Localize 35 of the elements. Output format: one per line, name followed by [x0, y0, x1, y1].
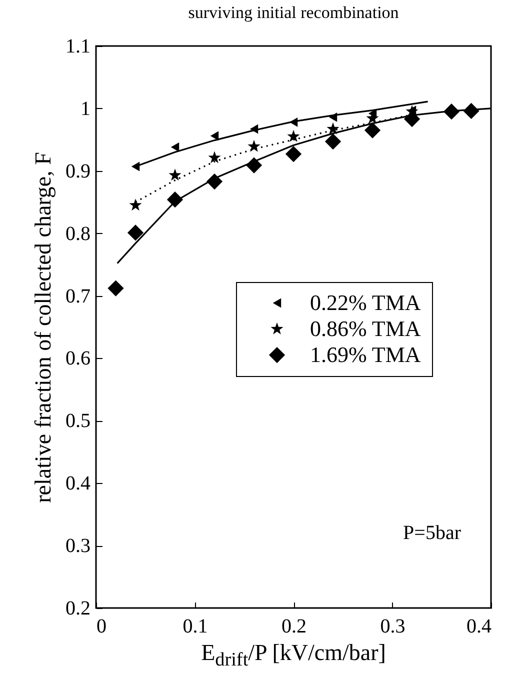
- point: [108, 280, 124, 296]
- point: [208, 151, 221, 164]
- y-tick-label: 0.3: [66, 535, 90, 558]
- y-tick-label: 0.2: [66, 598, 90, 620]
- y-tick-label: 1.1: [66, 36, 90, 58]
- y-tick-label: 0.8: [66, 222, 90, 245]
- y-tick-label: 1: [80, 98, 90, 120]
- point: [206, 173, 223, 190]
- y-tick-label: 0.6: [66, 348, 90, 370]
- point: [127, 224, 144, 241]
- point: [285, 146, 302, 162]
- y-tick-label: 0.7: [66, 285, 90, 308]
- x-axis-title: E$_{drift}$/P [kV/cm/bar]: [200, 640, 387, 672]
- chart-title: surviving initial recombination: [188, 3, 400, 22]
- point: [210, 131, 219, 141]
- point: [168, 168, 182, 181]
- point: [129, 198, 142, 211]
- x-tick-label: 0.1: [182, 616, 208, 638]
- x-tick-label: 0.2: [282, 616, 306, 638]
- legend-label: 0.22% TMA: [310, 290, 421, 316]
- y-axis-title: relative fraction of collected charge, F: [30, 152, 56, 503]
- x-tick-label: 0.3: [380, 616, 406, 638]
- legend-label: 1.69% TMA: [310, 342, 421, 368]
- y-tick-label: 0.9: [66, 160, 90, 182]
- point: [364, 122, 381, 138]
- legend-label: 0.86% TMA: [310, 316, 421, 342]
- point: [170, 142, 180, 152]
- point: [324, 133, 342, 150]
- x-tick-label: 0: [96, 616, 106, 638]
- point: [248, 140, 260, 152]
- y-tick-label: 0.5: [66, 410, 90, 432]
- x-tick-label: 0.4: [466, 616, 492, 638]
- y-tick-label: 0.4: [66, 472, 90, 495]
- annotation: P=5bar: [403, 522, 462, 544]
- point: [287, 130, 300, 142]
